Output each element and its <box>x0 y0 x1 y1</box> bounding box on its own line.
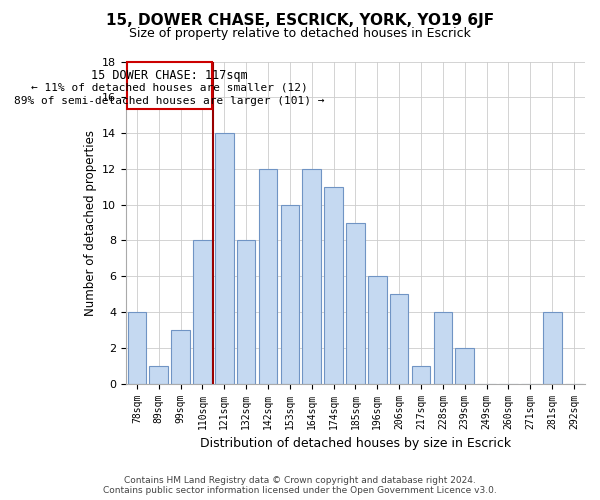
Bar <box>259 169 277 384</box>
Bar <box>390 294 409 384</box>
Bar <box>325 187 343 384</box>
Bar <box>215 133 233 384</box>
Bar <box>543 312 562 384</box>
Y-axis label: Number of detached properties: Number of detached properties <box>83 130 97 316</box>
Bar <box>412 366 430 384</box>
Bar <box>434 312 452 384</box>
Text: Size of property relative to detached houses in Escrick: Size of property relative to detached ho… <box>129 28 471 40</box>
Text: Contains HM Land Registry data © Crown copyright and database right 2024.
Contai: Contains HM Land Registry data © Crown c… <box>103 476 497 495</box>
Text: 15 DOWER CHASE: 117sqm: 15 DOWER CHASE: 117sqm <box>91 68 248 82</box>
Bar <box>281 204 299 384</box>
Bar <box>172 330 190 384</box>
Bar <box>455 348 474 384</box>
Bar <box>127 62 212 109</box>
Bar <box>149 366 168 384</box>
Bar <box>128 312 146 384</box>
Bar <box>368 276 386 384</box>
Text: 15, DOWER CHASE, ESCRICK, YORK, YO19 6JF: 15, DOWER CHASE, ESCRICK, YORK, YO19 6JF <box>106 12 494 28</box>
Bar <box>237 240 256 384</box>
Text: ← 11% of detached houses are smaller (12): ← 11% of detached houses are smaller (12… <box>31 82 308 92</box>
Bar <box>346 222 365 384</box>
Text: 89% of semi-detached houses are larger (101) →: 89% of semi-detached houses are larger (… <box>14 96 325 106</box>
Bar <box>193 240 212 384</box>
Bar <box>302 169 321 384</box>
X-axis label: Distribution of detached houses by size in Escrick: Distribution of detached houses by size … <box>200 437 511 450</box>
